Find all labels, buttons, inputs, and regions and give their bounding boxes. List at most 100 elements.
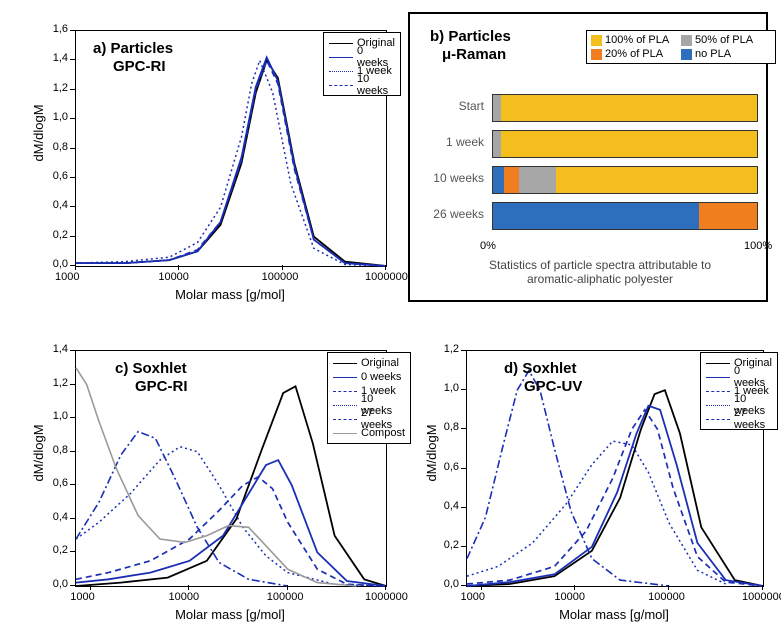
raman-xtick-label: 100% <box>744 240 772 252</box>
ytick-label: 0,0 <box>53 578 68 590</box>
ytick-label: 0,4 <box>53 511 68 523</box>
raman-segment <box>699 203 757 229</box>
legend-label: 10 weeks <box>357 73 395 97</box>
xtick-label: 100000 <box>262 271 299 283</box>
x-axis-label: Molar mass [g/mol] <box>75 607 385 622</box>
ytick-label: 1,2 <box>53 377 68 389</box>
raman-segment <box>501 95 757 121</box>
legend-swatch <box>706 419 730 420</box>
raman-legend-item: 50% of PLA <box>681 33 771 47</box>
legend-label: 0 weeks <box>361 371 401 383</box>
ytick-label: 0,4 <box>53 199 68 211</box>
series-27-weeks <box>467 371 669 586</box>
ytick-label: 1,2 <box>444 343 459 355</box>
ytick-label: 0,8 <box>444 421 459 433</box>
xtick-label: 1000000 <box>742 591 781 603</box>
legend-swatch <box>329 43 353 44</box>
legend-swatch <box>333 391 357 392</box>
legend-swatch <box>333 433 357 434</box>
x-axis-label: Molar mass [g/mol] <box>75 287 385 302</box>
legend-item: 27 weeks <box>333 412 405 426</box>
y-axis-label: dM/dlogM <box>31 83 46 183</box>
xtick-label: 100000 <box>648 591 685 603</box>
raman-segment <box>504 167 520 193</box>
ytick-label: 0,8 <box>53 444 68 456</box>
legend-item: 10 weeks <box>329 78 395 92</box>
raman-legend-item: no PLA <box>681 47 771 61</box>
raman-category-label: 10 weeks <box>410 171 484 185</box>
legend-swatch <box>333 405 357 406</box>
legend-item: Compost <box>333 426 405 440</box>
raman-swatch <box>591 35 602 46</box>
raman-legend: 100% of PLA 50% of PLA 20% of PLA no PLA <box>586 30 776 64</box>
raman-segment <box>493 167 504 193</box>
x-axis-label: Molar mass [g/mol] <box>466 607 762 622</box>
raman-xtick-label: 0% <box>480 240 496 252</box>
ytick-label: 1,0 <box>444 382 459 394</box>
panel-title: c) SoxhletGPC-RI <box>115 360 188 396</box>
ytick-label: 1,6 <box>53 23 68 35</box>
legend-swatch <box>329 85 353 86</box>
raman-swatch <box>681 49 692 60</box>
series-0-weeks <box>76 460 386 586</box>
legend: Original0 weeks1 week10 weeks <box>323 32 401 96</box>
xtick-label: 1000000 <box>365 271 408 283</box>
ytick-label: 1,4 <box>53 343 68 355</box>
raman-segment <box>519 167 556 193</box>
ytick-label: 0,2 <box>53 229 68 241</box>
raman-swatch <box>681 35 692 46</box>
xtick-label: 1000 <box>55 271 79 283</box>
xtick-label: 1000000 <box>365 591 408 603</box>
legend-swatch <box>333 377 357 378</box>
ytick-label: 1,0 <box>53 111 68 123</box>
raman-bar <box>492 94 758 122</box>
xtick-label: 10000 <box>554 591 585 603</box>
legend-item: 27 weeks <box>706 412 772 426</box>
raman-legend-label: no PLA <box>695 48 731 60</box>
ytick-label: 1,4 <box>53 52 68 64</box>
raman-category-label: 26 weeks <box>410 207 484 221</box>
ytick-label: 0,0 <box>53 258 68 270</box>
legend-swatch <box>329 71 353 72</box>
legend-item: Original <box>333 356 405 370</box>
raman-category-label: Start <box>410 99 484 113</box>
ytick-label: 0,0 <box>444 578 459 590</box>
raman-segment <box>493 95 501 121</box>
raman-segment <box>501 131 757 157</box>
panel-b: b) Particlesμ-Raman 100% of PLA 50% of PLA… <box>408 12 768 302</box>
raman-category-label: 1 week <box>410 135 484 149</box>
ytick-label: 0,2 <box>53 544 68 556</box>
raman-bar <box>492 202 758 230</box>
legend-swatch <box>333 363 357 364</box>
xtick-label: 10000 <box>158 271 189 283</box>
panel-a: 0,00,20,40,60,81,01,21,41,61000100001000… <box>15 12 395 302</box>
raman-legend-item: 20% of PLA <box>591 47 681 61</box>
raman-legend-label: 100% of PLA <box>605 34 669 46</box>
ytick-label: 1,0 <box>53 410 68 422</box>
panel-title: d) SoxhletGPC-UV <box>504 360 582 396</box>
series-0-weeks <box>467 406 763 586</box>
legend-swatch <box>333 419 357 420</box>
legend-swatch <box>706 377 730 378</box>
panel-title: b) Particlesμ-Raman <box>430 28 511 64</box>
legend-swatch <box>706 363 730 364</box>
ytick-label: 1,2 <box>53 82 68 94</box>
legend-label: Compost <box>361 427 405 439</box>
figure-root: 0,0 0,2 0,4 0,6 0,8 1,0 1,2 1,4 1,6 1000 10000 1000… <box>0 0 781 640</box>
legend-swatch <box>329 57 353 58</box>
raman-segment <box>493 131 501 157</box>
raman-legend-item: 100% of PLA <box>591 33 681 47</box>
xtick-label: 100000 <box>267 591 304 603</box>
panel-d: 0,00,20,40,60,81,01,21000100001000001000… <box>408 332 768 627</box>
panel-title: a) ParticlesGPC-RI <box>93 40 173 76</box>
series-1-week <box>76 477 386 586</box>
series-compost <box>76 368 356 586</box>
raman-legend-label: 20% of PLA <box>605 48 663 60</box>
legend-label: 27 weeks <box>734 407 772 431</box>
raman-segment <box>556 167 757 193</box>
xtick-label: 1000 <box>70 591 94 603</box>
ytick-label: 0,6 <box>53 170 68 182</box>
raman-segment <box>493 203 699 229</box>
panel-c: 0,00,20,40,60,81,01,21,41000100001000001… <box>15 332 395 627</box>
ytick-label: 0,2 <box>444 539 459 551</box>
